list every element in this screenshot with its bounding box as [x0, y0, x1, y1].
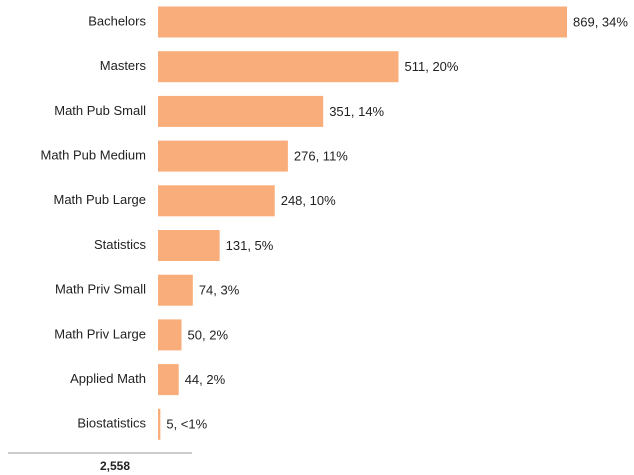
value-label: 351, 14%: [329, 104, 384, 119]
category-label: Statistics: [94, 237, 147, 252]
value-label: 869, 34%: [573, 14, 628, 29]
value-label: 50, 2%: [188, 327, 229, 342]
bar: [158, 140, 288, 172]
bar: [158, 95, 324, 127]
category-label: Math Pub Small: [54, 103, 146, 118]
category-label: Applied Math: [70, 371, 146, 386]
total-label: 2,558: [100, 459, 130, 473]
value-label: 276, 11%: [294, 149, 348, 164]
bar: [158, 230, 220, 261]
category-label: Math Priv Small: [55, 282, 146, 297]
category-label: Math Pub Large: [53, 192, 146, 207]
category-label: Bachelors: [88, 13, 146, 28]
bar: [158, 51, 399, 83]
category-label: Math Pub Medium: [41, 148, 147, 163]
value-label: 5, <1%: [166, 417, 207, 432]
bar: [158, 185, 275, 217]
category-label: Biostatistics: [77, 416, 146, 431]
value-label: 248, 10%: [281, 193, 336, 208]
category-label: Masters: [100, 58, 147, 73]
bar: [158, 274, 193, 306]
value-label: 44, 2%: [185, 372, 226, 387]
value-label: 131, 5%: [226, 238, 274, 253]
value-label: 74, 3%: [199, 283, 240, 298]
value-label: 511, 20%: [405, 59, 459, 74]
bar: [158, 364, 179, 396]
category-label: Math Priv Large: [54, 326, 146, 341]
bar: [158, 408, 161, 440]
bar: [158, 6, 567, 38]
bar: [158, 319, 182, 351]
